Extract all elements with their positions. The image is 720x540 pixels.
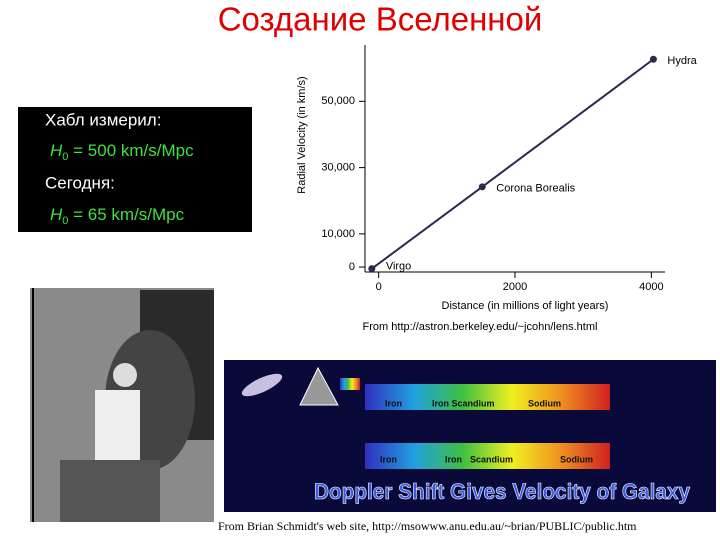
- box-line: Хабл измерил:: [45, 110, 161, 129]
- spectrum-top: [365, 384, 610, 410]
- photo: [30, 288, 214, 522]
- spectrum-caption: Doppler Shift Gives Velocity of Galaxy: [314, 479, 691, 504]
- floor: [60, 460, 160, 522]
- spectrum-label: Scandium: [470, 454, 513, 464]
- box-formula: H0 = 500 km/s/Mpc: [50, 141, 194, 162]
- chart-source: From http://astron.berkeley.edu/~jcohn/l…: [363, 321, 598, 333]
- title: Создание Вселенной: [218, 1, 543, 38]
- spectrum-label: Sodium: [528, 398, 561, 408]
- y-tick-label: 30,000: [321, 162, 355, 174]
- spectrum-label: Sodium: [560, 454, 593, 464]
- image-source: From Brian Schmidt's web site, http://ms…: [218, 519, 637, 533]
- prism-beam: [340, 378, 360, 390]
- line: [371, 58, 655, 270]
- box-formula: H0 = 65 km/s/Mpc: [50, 205, 185, 226]
- x-tick-label: 0: [376, 281, 382, 293]
- point-label: Virgo: [386, 261, 411, 273]
- chart: 0 10,000 30,000 50,000 0 2000 4000 Distance (in…: [296, 45, 698, 312]
- y-tick-label: 10,000: [321, 228, 355, 240]
- point-label: Corona Borealis: [496, 183, 575, 195]
- point: [368, 265, 376, 273]
- info-box: [18, 107, 252, 232]
- spectrum-label: Iron: [385, 398, 402, 408]
- x-tick-label: 2000: [503, 281, 527, 293]
- person-body: [95, 390, 140, 460]
- spectrum-label: Iron Scandium: [432, 398, 495, 408]
- x-tick-label: 4000: [639, 281, 663, 293]
- symbol: H: [50, 141, 63, 160]
- symbol: H: [50, 205, 63, 224]
- y-tick-label: 50,000: [321, 95, 355, 107]
- y-tick-label: 0: [349, 261, 355, 273]
- y-axis-label: Radial Velocity (in km/s): [296, 76, 308, 193]
- spectrum-label: Iron: [380, 454, 397, 464]
- spectrum-label: Iron: [445, 454, 462, 464]
- prism: [299, 366, 339, 406]
- formula-text: = 500 km/s/Mpc: [68, 141, 194, 160]
- point: [649, 55, 657, 63]
- spectrum-image: Iron Iron Scandium Sodium Iron Iron Scandium S…: [224, 360, 716, 512]
- formula-text: = 65 km/s/Mpc: [68, 205, 184, 224]
- point: [478, 183, 486, 191]
- x-axis-label: Distance (in millions of light years): [442, 300, 609, 312]
- subscript: 0: [62, 215, 68, 227]
- point-label: Hydra: [667, 55, 697, 67]
- person-head: [113, 363, 137, 387]
- spectrum-bottom: [365, 443, 610, 469]
- galaxy: [241, 373, 283, 397]
- box-line: Сегодня:: [45, 173, 115, 192]
- subscript: 0: [62, 151, 68, 163]
